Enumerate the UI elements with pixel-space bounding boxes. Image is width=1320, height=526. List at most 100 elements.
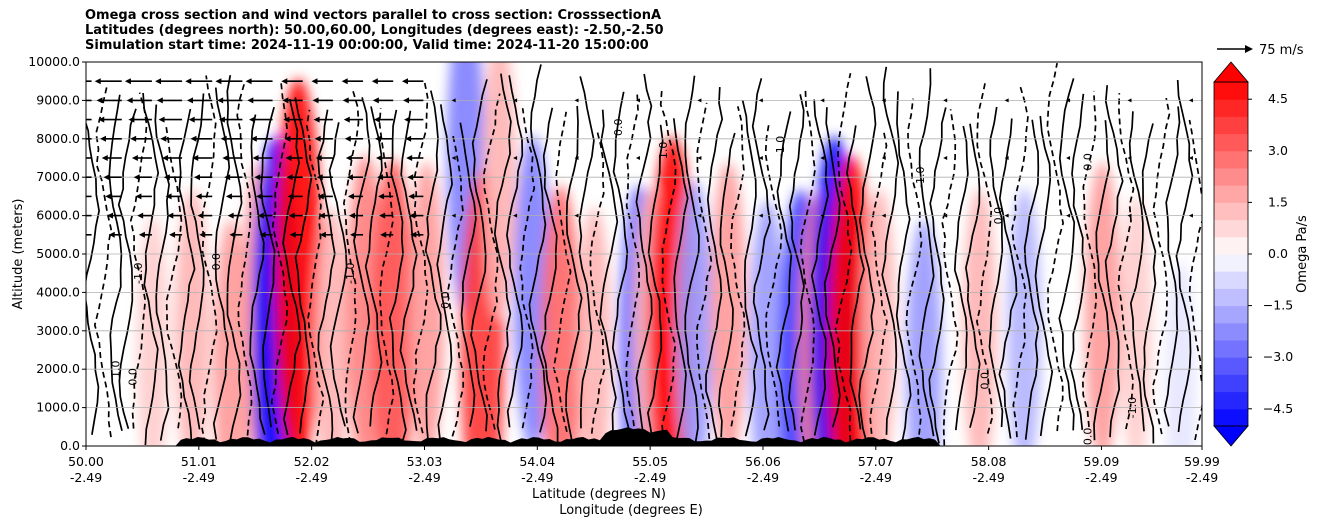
contour-line-64 [834, 73, 853, 442]
contour-line-42 [578, 76, 595, 429]
contour-line-60 [788, 94, 805, 431]
contour-line-94 [1188, 119, 1202, 441]
wind-vector-45 [346, 174, 364, 181]
contour-line-19 [305, 109, 325, 446]
colorbar-level-16 [1214, 133, 1248, 152]
contour-label-0: -1.0 [132, 262, 145, 283]
wind-vector-122 [697, 98, 702, 103]
contour-line-8 [177, 108, 196, 446]
wind-vector-86 [126, 97, 152, 104]
wind-vector-78 [249, 116, 273, 123]
wind-vector-37 [103, 174, 122, 181]
contour-line-85 [1081, 90, 1098, 427]
y-tick-label-10: 10000.0 [28, 54, 80, 69]
contour-line-41 [565, 105, 583, 443]
wind-vector-82 [373, 116, 394, 123]
wind-vectors [86, 78, 1193, 238]
x-tick-label-7: 57.07 [858, 454, 894, 469]
omega-cell-21 [749, 200, 786, 446]
wind-vector-80 [313, 116, 333, 123]
wind-vector-30 [256, 193, 273, 200]
reference-arrow-icon [1217, 45, 1253, 53]
wind-vector-39 [163, 174, 183, 181]
wind-vector-58 [376, 155, 394, 161]
contour-line-47 [635, 73, 653, 443]
wind-vector-46 [377, 174, 394, 181]
wind-vector-73 [98, 116, 122, 123]
wind-vector-2 [138, 231, 152, 238]
wind-vector-129 [881, 213, 886, 218]
wind-vector-70 [374, 135, 394, 142]
terrain-fill [86, 427, 1202, 446]
wind-vector-55 [285, 155, 303, 161]
wind-vector-100 [185, 78, 213, 85]
wind-vector-146 [1188, 98, 1193, 103]
wind-vector-89 [217, 97, 243, 104]
contour-line-35 [493, 73, 512, 442]
wind-vector-139 [1066, 156, 1071, 160]
contour-line-30 [436, 104, 453, 441]
omega-cell-6 [314, 207, 349, 446]
contour-line-72 [928, 107, 947, 444]
contour-line-59 [775, 111, 793, 432]
wind-vector-116 [574, 98, 579, 103]
y-axis-label: Altitude (meters) [11, 199, 26, 310]
contour-line-87 [1104, 85, 1124, 438]
colorbar-level-19 [1214, 82, 1248, 100]
colorbar-level-11 [1214, 219, 1248, 238]
wind-vector-77 [218, 116, 243, 123]
wind-vector-111 [513, 213, 518, 218]
wind-vector-98 [124, 78, 152, 85]
contour-line-74 [953, 125, 969, 431]
wind-vector-36 [86, 176, 92, 178]
contour-label-5: 0.0 [439, 291, 452, 309]
wind-vector-67 [284, 135, 303, 142]
wind-vector-128 [820, 98, 825, 103]
contour-line-91 [1152, 97, 1171, 435]
wind-vector-48 [86, 157, 92, 159]
y-tick-label-1: 1000.0 [36, 400, 80, 415]
x-tick-label-6: 56.06 [745, 454, 781, 469]
wind-vector-120 [697, 213, 702, 218]
wind-vector-127 [820, 156, 825, 160]
wind-vector-61 [99, 135, 122, 142]
wind-vector-134 [943, 98, 948, 103]
x-axis-label-latitude: Latitude (degrees N) [532, 487, 666, 502]
wind-vector-38 [133, 174, 152, 181]
contour-line-81 [1034, 115, 1054, 437]
contour-label-10: 0.0 [992, 207, 1005, 225]
wind-vector-104 [311, 78, 333, 85]
contour-line-2 [108, 94, 123, 432]
colorbar-level-1 [1214, 391, 1248, 410]
x-tick-lon-label-3: -2.49 [408, 470, 440, 485]
wind-vector-64 [190, 135, 213, 142]
wind-vector-99 [155, 78, 183, 85]
wind-vector-26 [135, 193, 152, 200]
colorbar-level-17 [1214, 116, 1248, 135]
colorbar-tick-label-3: 0.0 [1268, 246, 1288, 261]
contour-line-68 [881, 66, 900, 435]
colorbar-tick-label-5: 3.0 [1268, 143, 1288, 158]
title-line-1: Omega cross section and wind vectors par… [85, 8, 662, 23]
wind-vector-95 [403, 97, 424, 104]
wind-vector-107 [401, 78, 424, 85]
wind-vector-135 [1004, 213, 1009, 218]
colorbar-level-5 [1214, 322, 1248, 341]
wind-vector-15 [167, 212, 183, 219]
y-tick-label-6: 6000.0 [36, 208, 80, 223]
wind-vector-110 [451, 98, 456, 103]
contour-line-29 [424, 90, 442, 443]
contour-line-15 [260, 106, 276, 428]
wind-vector-96 [86, 80, 92, 82]
x-axis: 50.00-2.4951.01-2.4952.02-2.4953.03-2.49… [68, 446, 1220, 485]
contour-line-11 [212, 87, 231, 440]
colorbar-tick-label-0: −4.5 [1263, 401, 1293, 416]
contour-line-17 [282, 98, 302, 436]
wind-vector-136 [1004, 156, 1009, 160]
colorbar-label: Omega Pa/s [1295, 215, 1310, 293]
wind-vector-74 [128, 116, 152, 123]
contour-label-6: 0.0 [612, 119, 625, 137]
contour-label-14: 0.0 [1081, 428, 1094, 446]
wind-vector-14 [137, 212, 152, 219]
contour-line-32 [459, 122, 477, 427]
